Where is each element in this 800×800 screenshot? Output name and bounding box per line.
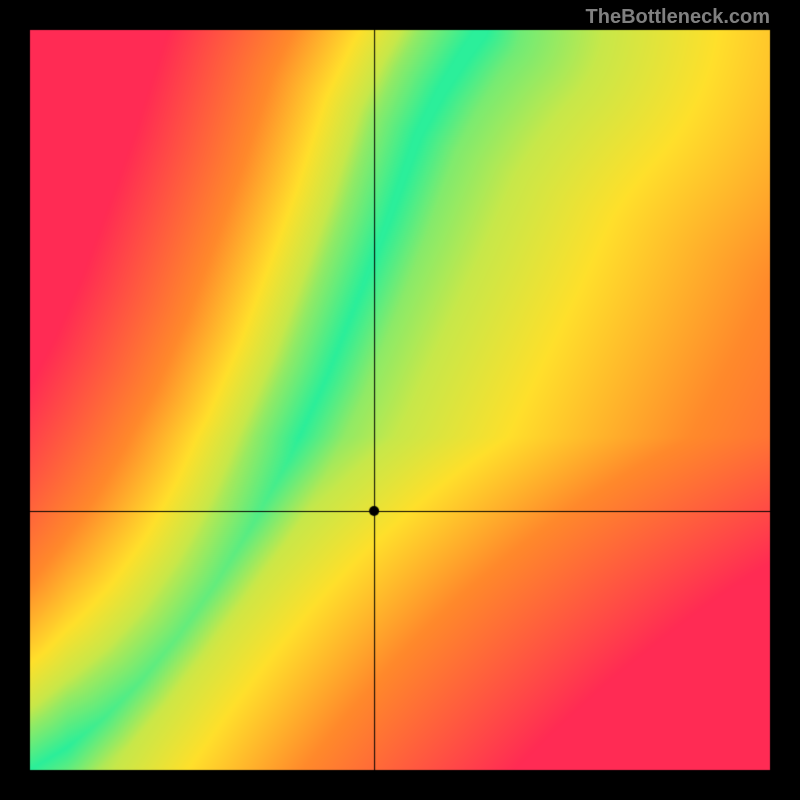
- chart-container: TheBottleneck.com: [0, 0, 800, 800]
- watermark-text: TheBottleneck.com: [586, 6, 770, 29]
- bottleneck-heatmap: [0, 0, 800, 800]
